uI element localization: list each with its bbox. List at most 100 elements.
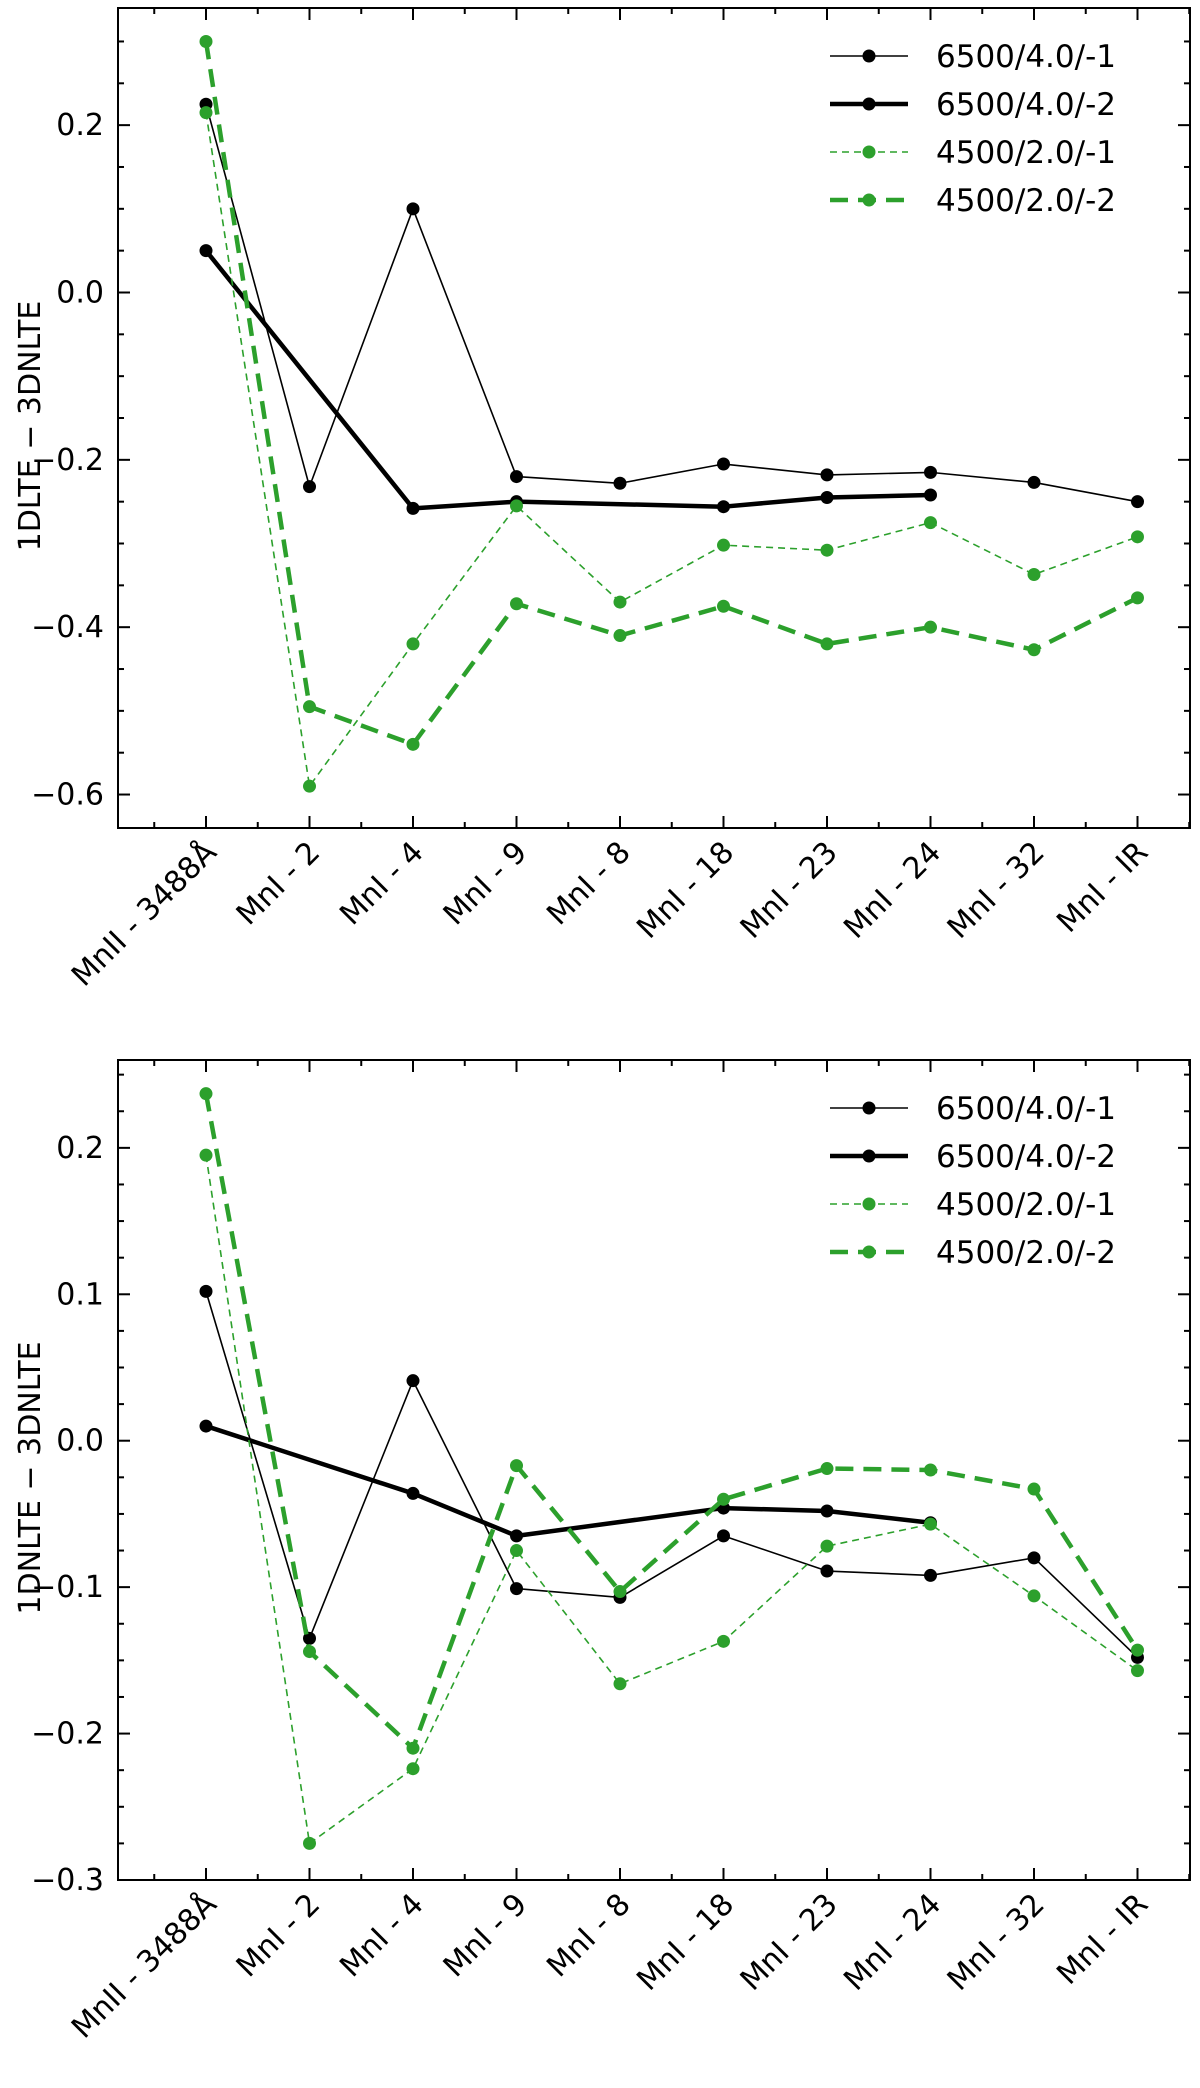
data-point	[717, 1634, 730, 1648]
series-line	[205, 1423, 931, 1539]
x-tick-label: MnII - 3488Å	[64, 834, 224, 994]
data-point	[1027, 567, 1041, 581]
x-tick-label: MnI - 4	[333, 1887, 430, 1984]
data-point	[510, 1459, 523, 1473]
y-axis-label: 1DLTE − 3DNLTE	[13, 301, 48, 552]
legend-label: 6500/4.0/-1	[936, 39, 1116, 75]
data-point	[303, 1631, 316, 1645]
data-point	[303, 1645, 316, 1659]
series-line	[205, 112, 1138, 787]
data-point	[1027, 643, 1041, 657]
data-point	[924, 1463, 937, 1477]
data-point	[613, 595, 627, 609]
data-point	[199, 1284, 213, 1298]
data-point	[924, 488, 937, 502]
data-point	[510, 1544, 523, 1558]
y-tick-label: −0.2	[31, 443, 104, 478]
legend-marker	[862, 1149, 876, 1163]
data-point	[406, 1486, 420, 1500]
series-line	[205, 104, 1138, 503]
data-point	[1027, 1551, 1041, 1565]
x-tick-label: MnII - 3488Å	[64, 1886, 224, 2046]
series-line	[204, 249, 931, 511]
data-point	[510, 470, 523, 484]
legend-marker	[862, 1197, 876, 1211]
data-point	[820, 1462, 834, 1476]
x-tick-label: MnI - IR	[1050, 1887, 1155, 1992]
data-point	[303, 480, 316, 494]
legend-label: 6500/4.0/-2	[936, 87, 1116, 123]
data-point	[510, 597, 523, 611]
legend-label: 4500/2.0/-2	[936, 183, 1116, 219]
legend-marker	[862, 1101, 876, 1115]
y-tick-label: 0.2	[56, 108, 104, 143]
data-point	[406, 1374, 420, 1388]
data-point	[406, 202, 420, 216]
data-point	[717, 457, 730, 471]
data-point	[199, 1419, 213, 1433]
plot-frame	[117, 1059, 1191, 1881]
data-point	[199, 106, 213, 120]
x-tick-label: MnI - 4	[333, 835, 430, 932]
series-line	[205, 1291, 1139, 1659]
legend-marker	[862, 49, 876, 63]
legend-marker	[862, 1245, 876, 1259]
x-tick-label: MnI - 18	[630, 835, 741, 946]
data-point	[1027, 1482, 1041, 1496]
data-point	[717, 1492, 730, 1506]
data-point	[303, 700, 316, 714]
x-tick-label: MnI - 23	[734, 1887, 845, 1998]
data-point	[510, 499, 523, 513]
series-line	[203, 41, 1139, 747]
x-tick-label: MnI - 9	[437, 835, 534, 932]
data-point	[1027, 475, 1041, 489]
data-point	[613, 629, 627, 643]
data-point	[1027, 1589, 1041, 1603]
data-point	[820, 543, 834, 557]
data-point	[820, 468, 834, 482]
legend-marker	[862, 193, 876, 207]
legend-marker	[862, 97, 876, 111]
data-point	[406, 1741, 420, 1755]
y-tick-label: −0.1	[31, 1570, 104, 1605]
x-tick-label: MnI - 24	[837, 835, 948, 946]
data-point	[924, 1568, 937, 1582]
series-line	[203, 1093, 1140, 1751]
x-tick-label: MnI - 2	[230, 1887, 327, 1984]
y-tick-label: −0.2	[31, 1717, 104, 1752]
plot-frame	[117, 7, 1191, 829]
x-tick-label: MnI - 23	[734, 835, 845, 946]
data-point	[199, 1087, 213, 1101]
x-tick-label: MnI - 8	[540, 1887, 637, 1984]
legend-label: 6500/4.0/-2	[936, 1139, 1116, 1175]
data-point	[406, 501, 420, 515]
data-point	[199, 244, 213, 258]
data-point	[1131, 530, 1144, 544]
y-tick-label: −0.6	[31, 778, 104, 813]
y-axis-label: 1DNLTE − 3DNLTE	[13, 1341, 48, 1614]
data-point	[924, 620, 937, 634]
data-point	[820, 637, 834, 651]
data-point	[1131, 1664, 1144, 1678]
data-point	[406, 737, 420, 751]
data-point	[1131, 1643, 1144, 1657]
x-tick-label: MnI - 32	[941, 1887, 1052, 1998]
x-tick-label: MnI - 18	[630, 1887, 741, 1998]
legend-label: 4500/2.0/-2	[936, 1235, 1116, 1271]
data-point	[613, 1585, 627, 1599]
data-point	[1131, 495, 1144, 509]
data-point	[406, 637, 420, 651]
data-point	[613, 476, 627, 490]
series-line	[205, 1155, 1138, 1845]
data-point	[1131, 591, 1144, 605]
data-point	[717, 1529, 730, 1543]
data-point	[303, 1836, 316, 1850]
legend-label: 4500/2.0/-1	[936, 1187, 1116, 1223]
data-point	[303, 779, 316, 793]
x-tick-label: MnI - 9	[437, 1887, 534, 1984]
data-point	[406, 1762, 420, 1776]
data-point	[510, 1529, 523, 1543]
